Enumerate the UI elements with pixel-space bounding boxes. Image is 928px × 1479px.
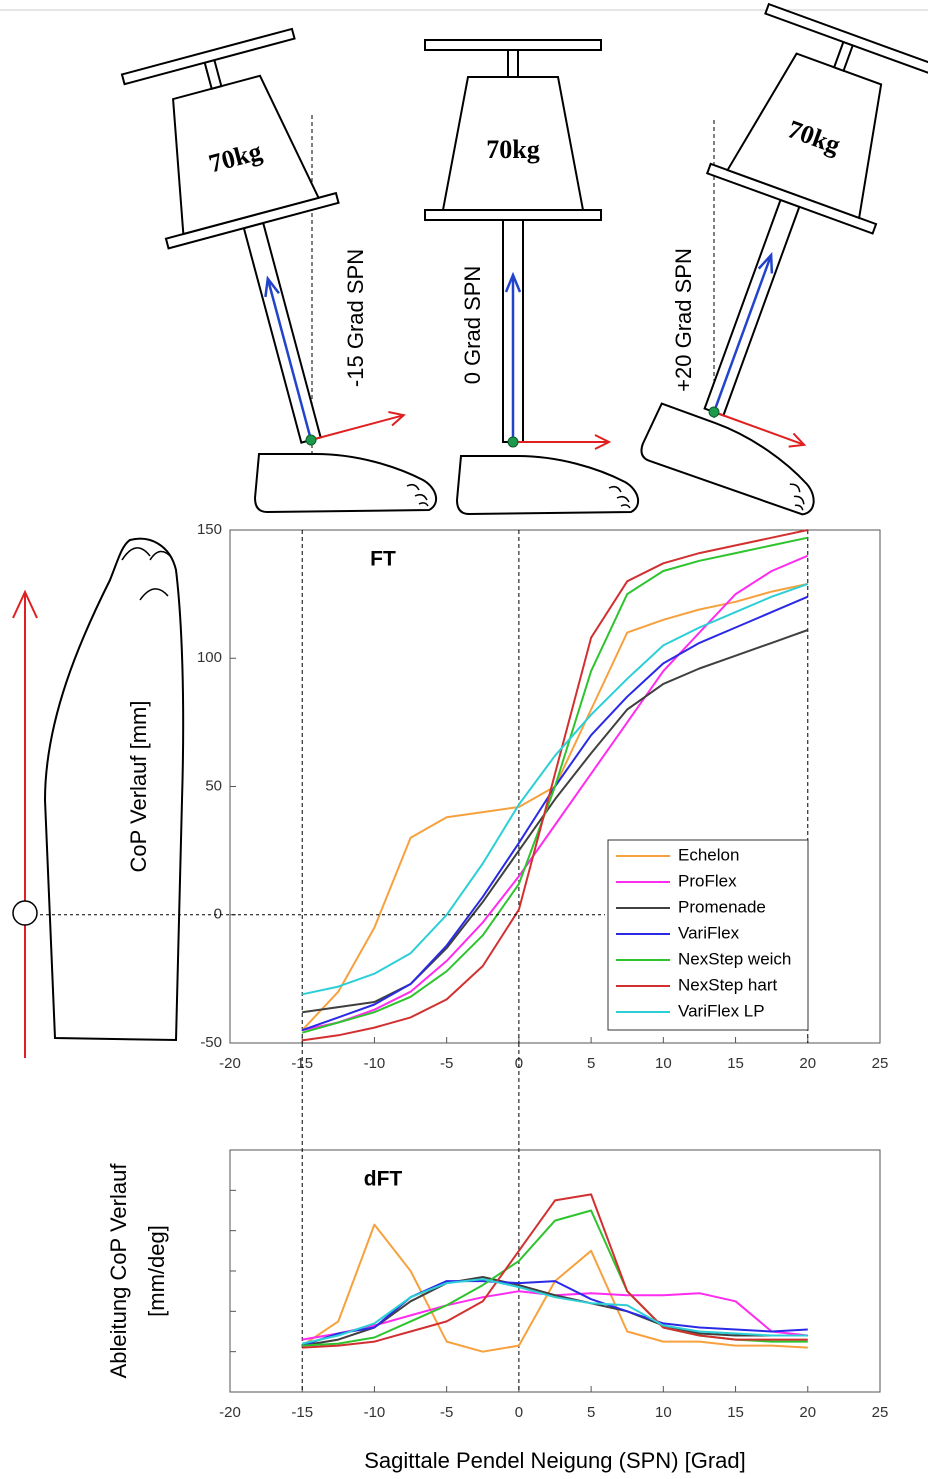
legend-label: Echelon (678, 845, 739, 864)
series-line (302, 529, 809, 1042)
x-tick-label: -20 (219, 1404, 241, 1421)
x-tick-label: 5 (587, 1055, 595, 1072)
y-tick-label: 100 (197, 649, 222, 666)
x-tick-label: -5 (440, 1404, 453, 1421)
series-line (301, 536, 809, 1034)
x-tick-label: -15 (291, 1055, 313, 1072)
x-tick-label: 25 (872, 1404, 889, 1421)
series-line (301, 1278, 808, 1345)
x-tick-label: 15 (727, 1404, 744, 1421)
series-line (302, 629, 809, 1014)
x-tick-label: -5 (440, 1055, 453, 1072)
y-axis-label: CoP Verlauf [mm] (126, 701, 151, 873)
y-tick-label: 0 (214, 906, 222, 923)
legend-label: Promenade (678, 897, 766, 916)
legend-label: NexStep hart (678, 975, 777, 994)
x-tick-label: -15 (291, 1404, 313, 1421)
x-tick-label: 5 (587, 1404, 595, 1421)
legend-label: VariFlex LP (678, 1001, 765, 1020)
x-tick-label: 10 (655, 1404, 672, 1421)
foot-top-view (12, 537, 185, 1058)
x-tick-label: -10 (364, 1404, 386, 1421)
annotation: FT (370, 548, 396, 571)
plot-frame (229, 1149, 881, 1393)
x-tick-label: 25 (872, 1055, 889, 1072)
pendulum-middle: 70kg 0 Grad SPN (423, 38, 640, 515)
annotation: dFT (364, 1168, 403, 1191)
series-line (301, 554, 809, 1032)
x-tick-label: -10 (364, 1055, 386, 1072)
legend-label: ProFlex (678, 871, 737, 890)
weight-label: 70kg (486, 135, 539, 164)
series-line (301, 582, 809, 996)
series-line (302, 1276, 808, 1347)
pendulum-left: 70kg -15 Grad SPN (120, 25, 438, 513)
y-tick-label: -50 (200, 1034, 222, 1051)
x-tick-label: 20 (799, 1404, 816, 1421)
x-tick-label: 10 (655, 1055, 672, 1072)
y-axis-label: Ableitung CoP Verlauf (106, 1163, 131, 1379)
x-tick-label: -20 (219, 1055, 241, 1072)
x-tick-label: 0 (515, 1404, 523, 1421)
x-tick-label: 0 (515, 1055, 523, 1072)
series-line (301, 1280, 808, 1347)
series-line (302, 1193, 808, 1349)
pendulum-right: 70kg +20 Grad SPN (627, 2, 928, 520)
angle-label: 0 Grad SPN (460, 266, 485, 385)
x-tick-label: 20 (799, 1055, 816, 1072)
angle-label: +20 Grad SPN (671, 248, 696, 392)
x-axis-label: Sagittale Pendel Neigung (SPN) [Grad] (364, 1448, 746, 1473)
y-axis-label: [mm/deg] (144, 1225, 169, 1317)
angle-label: -15 Grad SPN (343, 249, 368, 387)
legend-label: NexStep weich (678, 949, 791, 968)
legend-label: VariFlex (678, 923, 740, 942)
y-tick-label: 50 (205, 777, 222, 794)
y-tick-label: 150 (197, 521, 222, 538)
x-tick-label: 15 (727, 1055, 744, 1072)
